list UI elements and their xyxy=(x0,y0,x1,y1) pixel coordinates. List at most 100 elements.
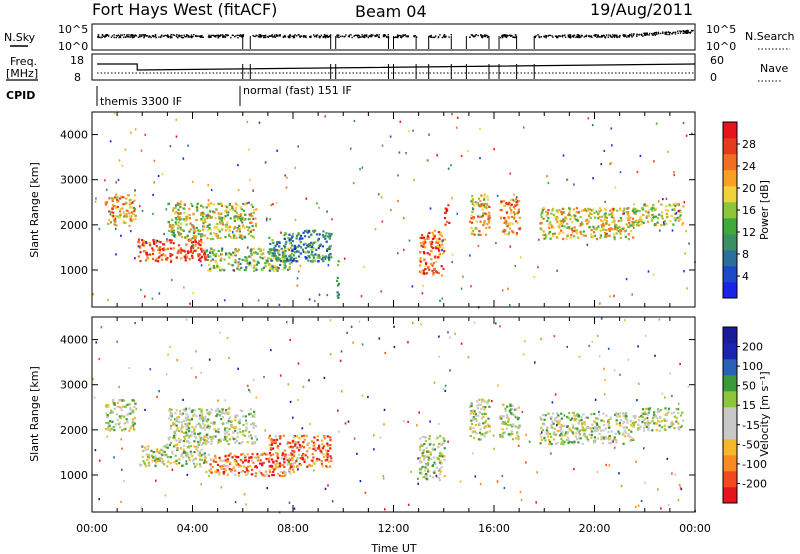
power-cell xyxy=(605,222,608,225)
velocity-cell xyxy=(274,464,278,467)
velocity-cell xyxy=(486,402,489,405)
velocity-cell xyxy=(613,436,616,439)
velocity-cell xyxy=(288,468,291,471)
power-cell xyxy=(477,215,480,218)
power-cell xyxy=(433,229,436,232)
velocity-speckle xyxy=(266,487,268,490)
power-speckle xyxy=(477,244,480,247)
power-cell xyxy=(172,225,175,228)
power-speckle xyxy=(165,208,168,211)
power-cell xyxy=(169,225,172,228)
velocity-cell xyxy=(144,449,147,452)
power-cell xyxy=(146,257,150,260)
velocity-cell xyxy=(156,459,160,463)
noise-sample xyxy=(604,36,606,38)
velocity-cell xyxy=(268,457,271,460)
power-cell xyxy=(203,253,207,256)
velocity-cell xyxy=(658,429,661,432)
power-speckle xyxy=(592,177,594,180)
power-cell xyxy=(284,259,287,263)
noise-sample xyxy=(686,29,688,32)
power-cell xyxy=(619,231,622,234)
noise-sample xyxy=(692,29,694,32)
noise-sample xyxy=(165,34,167,37)
power-cell xyxy=(635,224,639,227)
power-cell xyxy=(210,202,213,205)
velocity-cell xyxy=(297,457,300,460)
power-speckle xyxy=(275,201,278,204)
power-cell xyxy=(186,250,189,253)
velocity-cell xyxy=(121,429,124,432)
velocity-cell xyxy=(170,418,173,421)
noise-sample xyxy=(612,35,615,37)
noise-sample xyxy=(258,34,260,36)
velocity-cell xyxy=(313,462,316,465)
power-cell xyxy=(437,272,440,275)
power-cell xyxy=(177,231,180,234)
power-cell xyxy=(276,259,279,263)
power-cell xyxy=(598,207,601,210)
velocity-cell xyxy=(195,415,198,418)
noise-sample xyxy=(642,35,644,37)
power-cell xyxy=(643,203,646,206)
velocity-cell xyxy=(616,413,619,416)
power-cell xyxy=(504,219,507,222)
power-cell xyxy=(271,268,274,271)
power-cell xyxy=(170,228,173,231)
velocity-cell xyxy=(209,435,212,438)
velocity-cell xyxy=(268,452,272,455)
velocity-cell xyxy=(511,407,514,411)
power-cell xyxy=(133,199,136,202)
velocity-speckle xyxy=(308,379,310,382)
velocity-cell xyxy=(552,422,555,425)
power-cell xyxy=(640,220,644,223)
power-cell xyxy=(471,195,474,198)
velocity-cell xyxy=(131,418,134,421)
power-cell xyxy=(654,209,657,212)
noise-sample xyxy=(402,35,404,38)
noise-sample xyxy=(236,34,239,36)
velocity-speckle xyxy=(384,508,386,511)
power-cell xyxy=(640,218,643,221)
power-cell xyxy=(269,251,273,255)
noise-sample xyxy=(263,35,266,37)
velocity-cell xyxy=(648,410,651,413)
power-speckle xyxy=(153,159,156,162)
power-ytick-label: 2000 xyxy=(60,219,88,232)
power-cell xyxy=(593,234,596,237)
power-colorbar-tick-label: 8 xyxy=(742,248,749,261)
velocity-cell xyxy=(279,437,282,440)
noise-sample xyxy=(132,34,135,36)
velocity-cell xyxy=(261,473,264,476)
power-cell xyxy=(321,233,325,237)
velocity-cell xyxy=(630,430,633,433)
power-cell xyxy=(437,247,440,250)
power-cell xyxy=(211,252,214,255)
power-cell xyxy=(485,203,488,206)
velocity-cell xyxy=(290,453,293,457)
velocity-speckle xyxy=(245,503,247,506)
velocity-cell xyxy=(267,436,271,439)
velocity-colorbar-swatch xyxy=(723,391,737,408)
power-cell xyxy=(640,223,643,226)
power-speckle xyxy=(192,244,194,247)
power-cell xyxy=(283,266,286,269)
velocity-cell xyxy=(605,414,608,417)
power-cell xyxy=(550,223,553,227)
power-cell xyxy=(563,219,566,223)
power-speckle xyxy=(441,297,443,300)
noise-sample xyxy=(511,34,513,37)
power-cell xyxy=(206,214,209,217)
velocity-cell xyxy=(321,465,324,468)
velocity-cell xyxy=(608,441,611,444)
power-cell xyxy=(169,260,173,263)
power-cell xyxy=(578,224,581,227)
noise-sample xyxy=(666,33,668,36)
power-cell xyxy=(480,215,483,218)
frequency-strip-frame xyxy=(91,53,696,81)
power-cell xyxy=(216,236,219,239)
power-cell xyxy=(593,227,596,230)
velocity-cell xyxy=(158,457,161,460)
velocity-cell xyxy=(608,434,611,438)
power-speckle xyxy=(612,208,614,211)
